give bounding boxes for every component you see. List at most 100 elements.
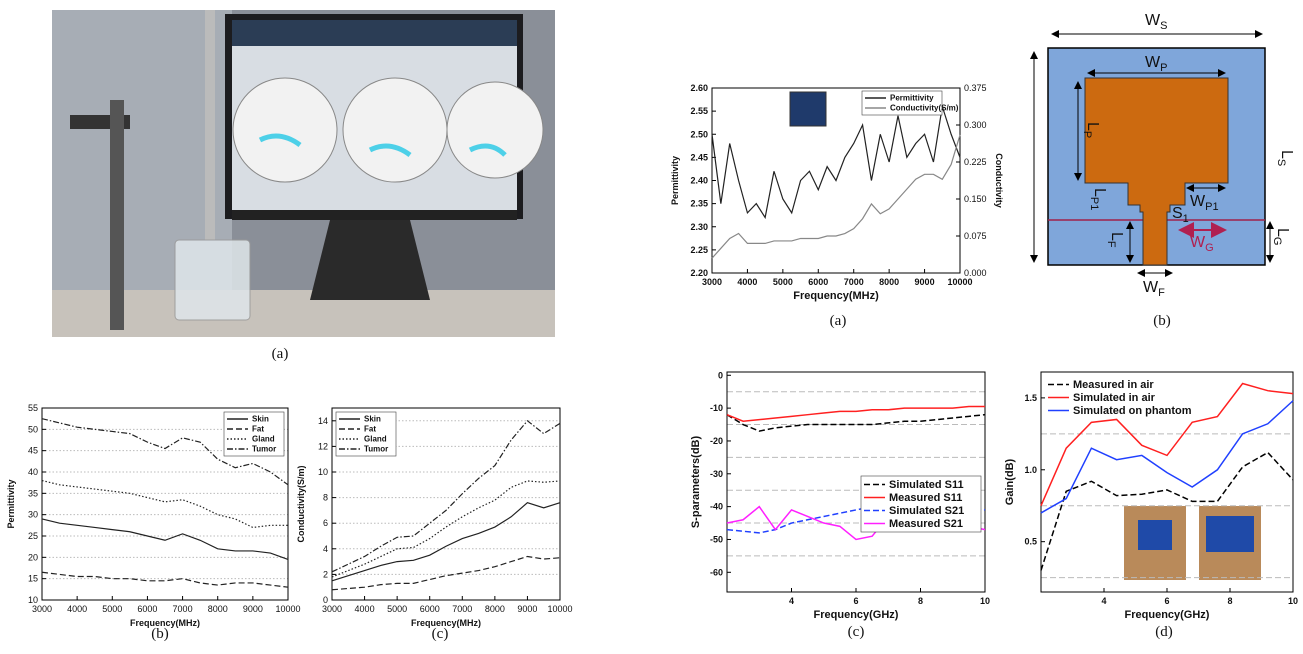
y-tick-label: -10	[710, 403, 723, 413]
y-tick-label: 10	[28, 595, 38, 605]
plot-frame	[711, 87, 961, 274]
antenna-label: WF	[1143, 279, 1165, 299]
x-tick-label: 4000	[355, 604, 375, 614]
y2-tick-label: 0.300	[964, 120, 987, 130]
y-tick-label: -30	[710, 469, 723, 479]
antenna-label: WS	[1145, 12, 1167, 32]
y2-tick-label: 0.150	[964, 194, 987, 204]
x-tick-label: 8	[918, 596, 923, 606]
antenna-label: LG	[1271, 228, 1291, 245]
x-tick-label: 7000	[452, 604, 472, 614]
caption: (a)	[272, 346, 289, 362]
y-tick-label: 0	[718, 370, 723, 380]
caption: (b)	[1153, 313, 1171, 329]
antenna-label: WG	[1190, 234, 1214, 254]
caption: (c)	[848, 624, 865, 640]
y-tick-label: 50	[28, 424, 38, 434]
antenna-diagram	[1030, 30, 1274, 277]
y-axis-label: Conductivity(S/m)	[296, 465, 306, 542]
series-line	[331, 502, 561, 582]
legend-label: Simulated S21	[889, 505, 964, 517]
x-tick-label: 6000	[808, 277, 828, 287]
x-tick-label: 8000	[879, 277, 899, 287]
x-tick-label: 6	[853, 596, 858, 606]
x-tick-label: 9000	[243, 604, 263, 614]
legend-label: Gland	[252, 435, 275, 444]
y-tick-label: 6	[323, 518, 328, 528]
series-line	[331, 555, 561, 591]
y-tick-label: 2.25	[690, 245, 708, 255]
series-line	[1040, 451, 1294, 571]
y-tick-label: 2	[323, 569, 328, 579]
x-tick-label: 10000	[947, 277, 972, 287]
x-tick-label: 3000	[32, 604, 52, 614]
legend-label: Simulated S11	[889, 479, 964, 491]
legend-label: Simulated on phantom	[1073, 405, 1192, 417]
y2-axis-label: Conductivity	[994, 153, 1004, 208]
y-tick-label: 2.35	[690, 199, 708, 209]
legend-label: Fat	[252, 425, 264, 434]
legend-box	[860, 475, 982, 533]
legend-label: Permittivity	[890, 94, 934, 103]
y-tick-label: 2.30	[690, 222, 708, 232]
y-tick-label: 8	[323, 493, 328, 503]
inset-photo	[1138, 520, 1172, 550]
antenna-label: WP1	[1190, 193, 1219, 213]
x-tick-label: 10	[980, 596, 990, 606]
x-tick-label: 5000	[773, 277, 793, 287]
x-axis-label: Frequency(MHz)	[130, 618, 200, 628]
series-line	[41, 418, 289, 486]
photo	[52, 10, 555, 337]
y-tick-label: 0	[323, 595, 328, 605]
y2-tick-label: 0.075	[964, 231, 987, 241]
series-line	[726, 413, 986, 432]
x-tick-label: 6000	[420, 604, 440, 614]
x-tick-label: 10000	[547, 604, 572, 614]
caption: (d)	[1155, 624, 1173, 640]
legend-label: Tumor	[364, 445, 388, 454]
x-tick-label: 8000	[485, 604, 505, 614]
y2-tick-label: 0.225	[964, 157, 987, 167]
series-line	[41, 571, 289, 588]
legend-label: Tumor	[252, 445, 276, 454]
y-axis-label: Gain(dB)	[1004, 458, 1016, 505]
x-tick-label: 5000	[387, 604, 407, 614]
x-tick-label: 4	[789, 596, 794, 606]
legend-label: Measured in air	[1073, 379, 1154, 391]
x-tick-label: 3000	[702, 277, 722, 287]
series-line	[726, 405, 985, 423]
antenna-label: LP1	[1088, 188, 1108, 210]
series-line	[331, 480, 561, 578]
plot-frame	[331, 407, 561, 601]
plot-frame	[1040, 371, 1294, 593]
x-tick-label: 4	[1101, 596, 1106, 606]
y-tick-label: -40	[710, 502, 723, 512]
y2-tick-label: 0.000	[964, 268, 987, 278]
series-line	[1040, 400, 1294, 514]
y2-tick-label: 0.375	[964, 83, 987, 93]
x-tick-label: 3000	[322, 604, 342, 614]
y-tick-label: 15	[28, 574, 38, 584]
x-tick-label: 6	[1164, 596, 1169, 606]
y-tick-label: 14	[318, 416, 328, 426]
antenna-label: LP	[1081, 122, 1101, 138]
x-tick-label: 7000	[173, 604, 193, 614]
y-tick-label: 40	[28, 467, 38, 477]
plot-frame	[41, 407, 289, 601]
legend-box	[335, 411, 397, 457]
series-line	[711, 106, 961, 220]
y-tick-label: 4	[323, 544, 328, 554]
sample-photo	[789, 91, 827, 127]
x-tick-label: 8000	[208, 604, 228, 614]
x-tick-label: 8	[1227, 596, 1232, 606]
series-line	[41, 479, 288, 529]
series-line	[41, 518, 289, 561]
caption: (b)	[151, 626, 169, 642]
caption: (a)	[830, 313, 847, 329]
y-tick-label: 1.0	[1024, 465, 1037, 475]
plot-frame	[726, 371, 986, 593]
y-tick-label: 0.5	[1024, 537, 1037, 547]
series-line	[331, 419, 561, 573]
